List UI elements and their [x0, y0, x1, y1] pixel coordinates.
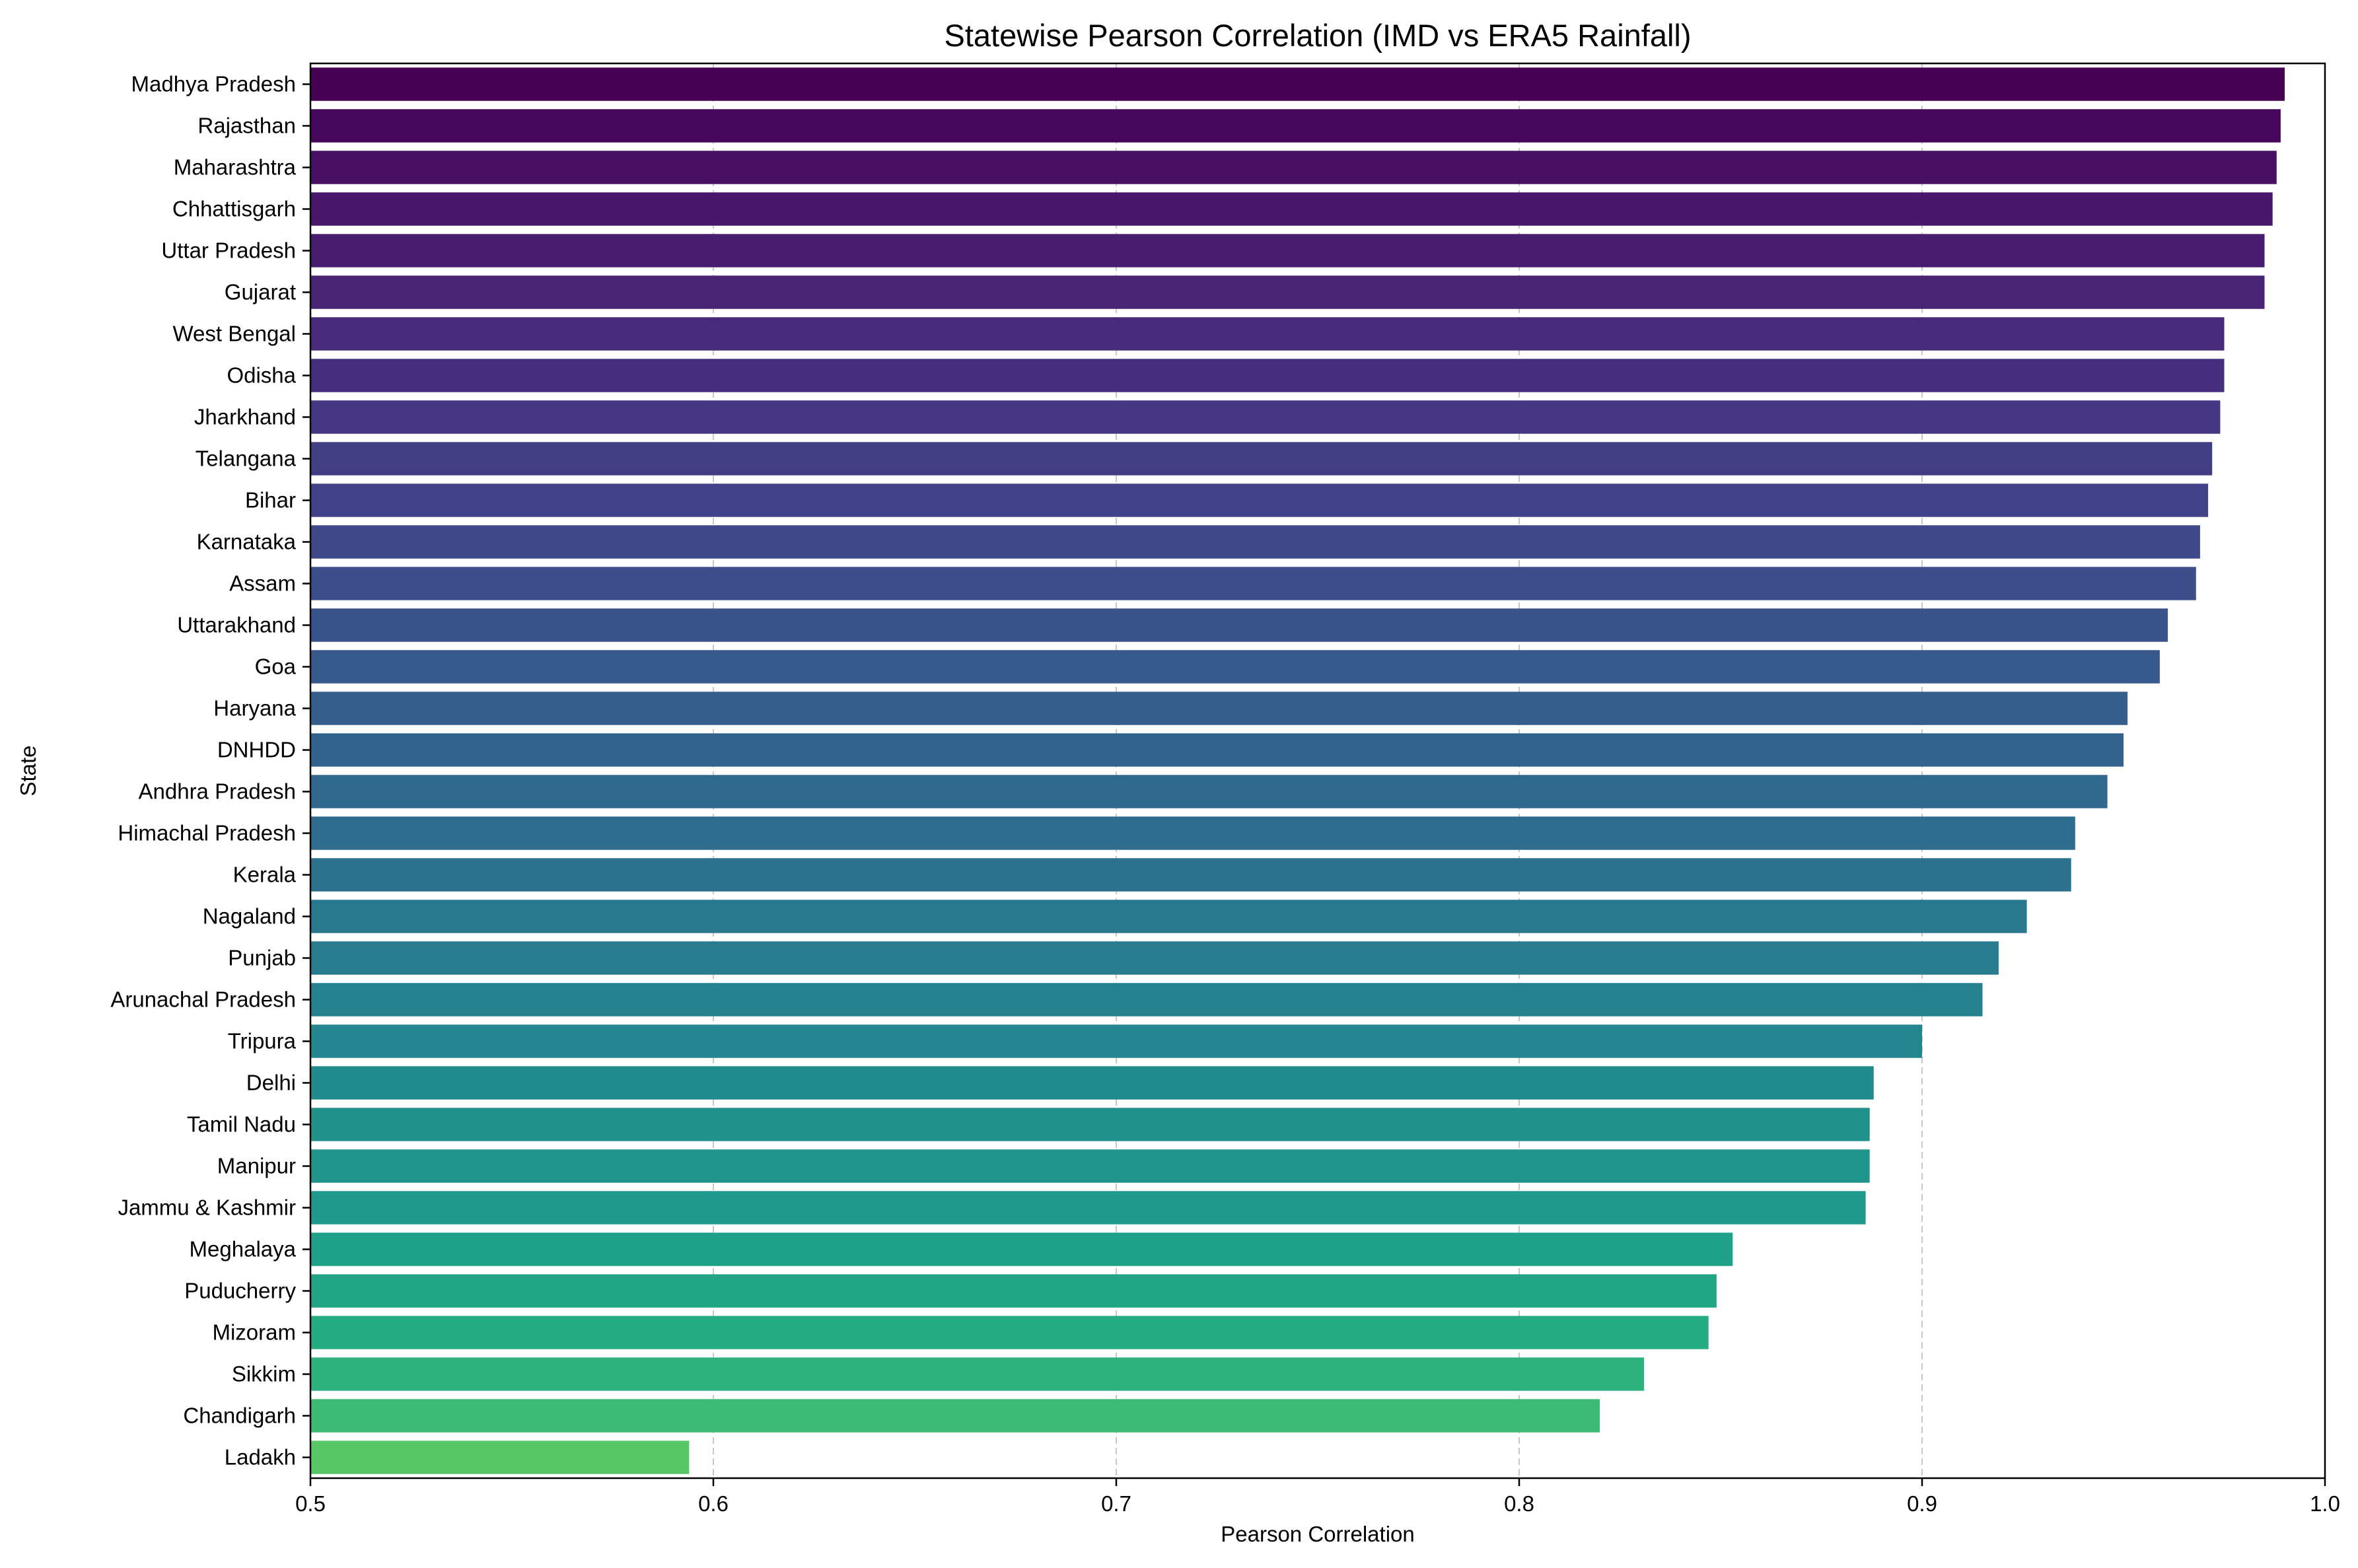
bar — [310, 483, 2209, 517]
bar — [310, 275, 2265, 309]
y-tick-label: Haryana — [213, 696, 296, 721]
y-tick-label: Kerala — [233, 863, 297, 887]
bar — [310, 1024, 1922, 1058]
y-tick-label: Telangana — [196, 446, 297, 471]
bar — [310, 1441, 690, 1474]
bar — [310, 151, 2277, 184]
bar — [310, 816, 2075, 850]
x-tick-label: 0.6 — [698, 1491, 729, 1516]
bar — [310, 1316, 1709, 1349]
y-tick-label: Gujarat — [225, 280, 296, 304]
y-tick-label: Puducherry — [184, 1279, 296, 1303]
y-axis-ticks: Madhya Pradesh Rajasthan Maharashtra Chhatt… — [110, 72, 310, 1470]
y-tick-label: Odisha — [227, 363, 296, 388]
bar — [310, 109, 2281, 143]
bar — [310, 1066, 1874, 1100]
x-tick-label: 0.8 — [1504, 1491, 1534, 1516]
y-tick-label: Goa — [255, 655, 297, 679]
bar — [310, 941, 1999, 975]
y-tick-label: Sikkim — [232, 1362, 296, 1386]
bar — [310, 1149, 1870, 1183]
x-axis-label: Pearson Correlation — [1221, 1522, 1415, 1546]
y-tick-label: Delhi — [246, 1071, 296, 1095]
plot-frame — [309, 62, 2326, 1479]
y-tick-label: Chhattisgarh — [172, 197, 296, 221]
y-tick-label: Nagaland — [203, 904, 296, 929]
bar — [310, 1232, 1733, 1266]
bar — [310, 359, 2225, 392]
y-tick-label: Tamil Nadu — [187, 1112, 296, 1137]
y-tick-label: Chandigarh — [183, 1404, 296, 1428]
y-tick-label: Uttarakhand — [177, 613, 296, 637]
bar — [310, 692, 2128, 725]
y-tick-label: West Bengal — [173, 322, 297, 346]
y-tick-label: Jharkhand — [194, 405, 296, 429]
bar — [310, 775, 2108, 808]
y-tick-label: Mizoram — [212, 1320, 296, 1345]
x-tick-label: 0.5 — [295, 1491, 326, 1516]
y-tick-label: Tripura — [228, 1029, 297, 1053]
x-tick-label: 1.0 — [2310, 1491, 2340, 1516]
bar — [310, 1274, 1717, 1308]
bar — [310, 442, 2213, 476]
bar — [310, 567, 2196, 600]
bar — [310, 650, 2160, 684]
y-tick-label: Himachal Pradesh — [118, 821, 296, 845]
y-tick-label: DNHDD — [217, 738, 296, 762]
x-axis-ticks: 0.5 0.6 0.7 0.8 0.9 1.0 — [295, 1478, 2340, 1516]
bar — [310, 1399, 1600, 1433]
bar — [310, 1108, 1870, 1141]
y-tick-label: Uttar Pradesh — [161, 238, 296, 263]
y-tick-label: Madhya Pradesh — [131, 72, 296, 96]
bar — [310, 234, 2265, 267]
x-tick-label: 0.9 — [1907, 1491, 1937, 1516]
bar — [310, 1357, 1645, 1391]
bar — [310, 317, 2225, 351]
bars — [310, 67, 2285, 1474]
bar — [310, 67, 2285, 101]
bar — [310, 1191, 1866, 1225]
y-tick-label: Punjab — [228, 946, 296, 970]
bar — [310, 192, 2273, 226]
y-tick-label: Meghalaya — [190, 1237, 297, 1262]
bar — [310, 858, 2071, 892]
y-tick-label: Karnataka — [197, 530, 297, 554]
y-tick-label: Maharashtra — [174, 155, 297, 180]
bar — [310, 900, 2027, 933]
y-tick-label: Manipur — [217, 1154, 296, 1178]
y-tick-label: Assam — [229, 571, 296, 596]
y-axis-label: State — [16, 745, 40, 796]
x-tick-label: 0.7 — [1101, 1491, 1131, 1516]
chart-title: Statewise Pearson Correlation (IMD vs ER… — [944, 18, 1691, 53]
y-tick-label: Jammu & Kashmir — [118, 1195, 296, 1220]
y-tick-label: Andhra Pradesh — [139, 779, 297, 804]
bar — [310, 400, 2221, 434]
bar — [310, 608, 2168, 642]
y-tick-label: Ladakh — [225, 1445, 296, 1470]
bar — [310, 733, 2124, 767]
y-tick-label: Bihar — [245, 488, 296, 513]
bar — [310, 983, 1983, 1016]
y-tick-label: Arunachal Pradesh — [110, 987, 296, 1012]
y-tick-label: Rajasthan — [197, 114, 296, 138]
bar — [310, 525, 2200, 559]
